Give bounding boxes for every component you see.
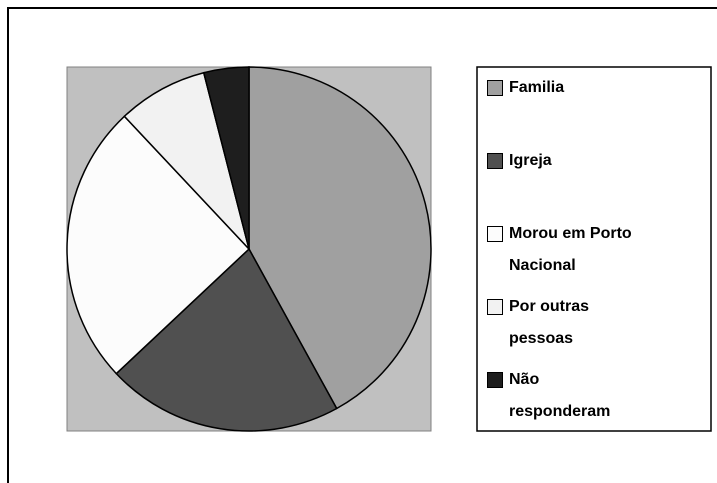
legend-swatch [487,226,503,242]
legend-item: Por outras pessoas [487,291,644,355]
legend-label: Igreja [509,152,552,169]
pie-slice [202,66,250,250]
legend-box [476,66,712,432]
chart-border [7,7,717,483]
legend-item: Igreja [487,145,644,177]
legend-swatch [487,372,503,388]
legend-label: Não responderam [509,371,611,420]
legend-swatch [487,299,503,315]
pie-slice [123,71,250,250]
legend-label: Morou em Porto Nacional [509,225,632,274]
legend-item: Morou em Porto Nacional [487,218,644,282]
legend-label: Por outras pessoas [509,298,590,347]
legend-swatch [487,80,503,96]
legend-item: Familia [487,72,644,104]
pie-slice [248,66,432,410]
pie-slice [66,115,251,375]
pie-slice [115,247,338,432]
legend-item: Não responderam [487,364,644,428]
legend-swatch [487,153,503,169]
legend-label: Familia [509,79,565,96]
pie [66,66,432,432]
